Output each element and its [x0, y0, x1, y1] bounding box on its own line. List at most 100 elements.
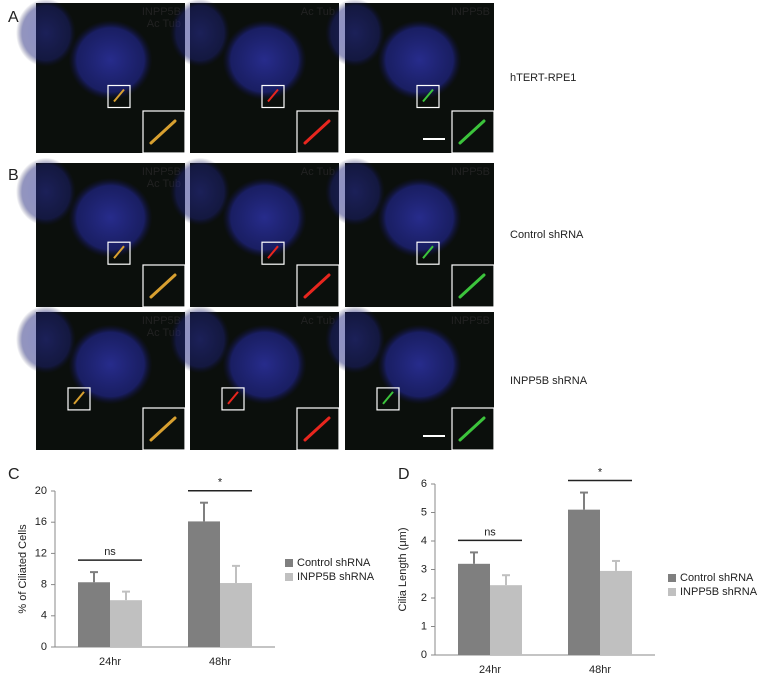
roi-box [67, 387, 91, 411]
y-tick-label: 16 [35, 516, 47, 528]
cilium [422, 245, 434, 259]
nucleus [68, 177, 153, 258]
y-tick-label: 1 [421, 620, 427, 632]
bar [490, 585, 522, 655]
micrograph [16, 0, 186, 154]
nucleus [16, 0, 76, 67]
inset-cilium [458, 119, 486, 145]
legend-label: Control shRNA [680, 572, 754, 584]
nucleus [222, 177, 307, 258]
inset [142, 110, 186, 154]
nucleus [325, 305, 385, 374]
nucleus [170, 0, 230, 67]
row-label: Control shRNA [510, 229, 584, 241]
roi-box [261, 241, 285, 265]
nucleus [325, 157, 385, 226]
channel-label: INPP5B [142, 6, 181, 18]
y-tick-label: 3 [421, 563, 427, 575]
nucleus [16, 157, 76, 226]
channel-label: INPP5B [142, 315, 181, 327]
roi-box [376, 387, 400, 411]
significance-label: * [598, 466, 603, 478]
channel-label: Ac Tub [301, 166, 335, 178]
nucleus [222, 20, 307, 100]
roi-box [416, 241, 440, 265]
nucleus [68, 324, 153, 405]
x-tick-label: 48hr [589, 664, 611, 676]
roi-box [261, 84, 285, 109]
y-tick-label: 4 [421, 535, 427, 547]
panel-letter: A [8, 9, 19, 26]
bar [78, 582, 110, 647]
roi-box [416, 84, 440, 109]
inset-cilium [458, 273, 486, 299]
inset-cilium [149, 119, 177, 145]
nucleus [16, 305, 76, 374]
micrograph [170, 157, 340, 308]
y-tick-label: 5 [421, 506, 427, 518]
inset-cilium [458, 416, 486, 442]
y-tick-label: 4 [41, 610, 47, 622]
cilium [227, 391, 239, 405]
legend-label: INPP5B shRNA [297, 571, 375, 583]
cilium [113, 88, 125, 103]
y-tick-label: 2 [421, 592, 427, 604]
channel-label: Ac Tub [301, 315, 335, 327]
nucleus [170, 157, 230, 226]
y-axis-label: Cilia Length (μm) [397, 528, 409, 612]
cilium [73, 391, 85, 405]
significance-label: ns [484, 526, 496, 538]
x-tick-label: 24hr [99, 656, 121, 668]
legend-swatch [668, 574, 676, 582]
micrograph [16, 305, 186, 451]
legend-label: Control shRNA [297, 557, 371, 569]
significance-label: ns [104, 546, 116, 558]
y-axis-label: % of Ciliated Cells [17, 524, 29, 614]
cilium [267, 88, 279, 103]
bar [220, 583, 252, 647]
inset-cilium [149, 416, 177, 442]
micrograph [16, 157, 186, 308]
nucleus [325, 0, 385, 67]
inset-cilium [303, 416, 331, 442]
inset-cilium [303, 119, 331, 145]
legend-swatch [668, 588, 676, 596]
inset-cilium [149, 273, 177, 299]
nucleus [377, 20, 462, 100]
roi-box [221, 387, 245, 411]
y-tick-label: 0 [41, 641, 47, 653]
micrograph [325, 305, 495, 451]
row-label: hTERT-RPE1 [510, 72, 576, 84]
y-tick-label: 12 [35, 547, 47, 559]
panel-letter: C [8, 466, 20, 483]
channel-label: INPP5B [451, 315, 490, 327]
channel-label: INPP5B [142, 166, 181, 178]
cilium [267, 245, 279, 259]
legend-label: INPP5B shRNA [680, 586, 758, 598]
row-label: INPP5B shRNA [510, 375, 588, 387]
bar [458, 563, 490, 655]
micrograph [170, 0, 340, 154]
nucleus [377, 177, 462, 258]
legend-swatch [285, 573, 293, 581]
inset-cilium [303, 273, 331, 299]
y-tick-label: 20 [35, 485, 47, 497]
cilium [113, 245, 125, 259]
panel-letter: D [398, 466, 410, 483]
nucleus [377, 324, 462, 405]
x-tick-label: 24hr [479, 664, 501, 676]
inset [296, 264, 340, 308]
x-tick-label: 48hr [209, 656, 231, 668]
roi-box [107, 241, 131, 265]
bar [110, 600, 142, 647]
cilium [422, 88, 434, 103]
panel-letter: B [8, 167, 19, 184]
bar [568, 509, 600, 655]
significance-label: * [218, 477, 223, 489]
roi-box [107, 84, 131, 109]
cilium [382, 391, 394, 405]
nucleus [222, 324, 307, 405]
bar [188, 521, 220, 647]
legend-swatch [285, 559, 293, 567]
